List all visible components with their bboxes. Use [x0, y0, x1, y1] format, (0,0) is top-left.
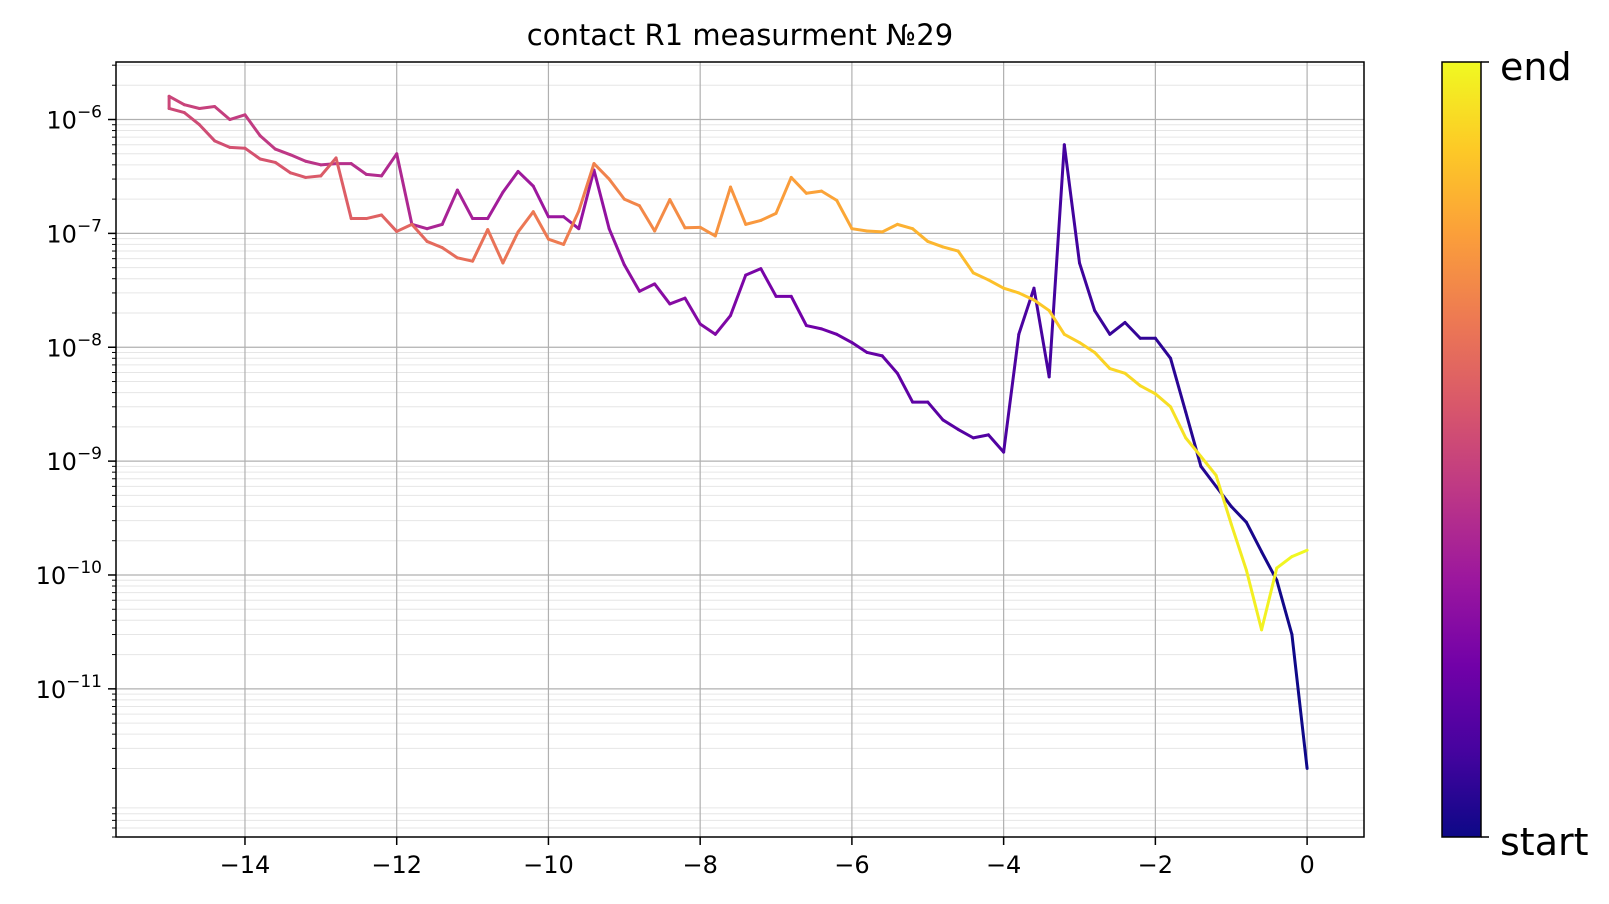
series-segment: [867, 231, 882, 232]
x-tick-label: −8: [682, 851, 717, 879]
x-tick-label: −10: [523, 851, 574, 879]
series-segment: [199, 107, 214, 109]
colorbar-gradient: [1442, 62, 1481, 837]
series-segment: [806, 191, 821, 193]
colorbar-start-label: start: [1500, 820, 1589, 864]
colorbar-end-label: end: [1500, 45, 1572, 89]
x-tick-label: 0: [1299, 851, 1314, 879]
series-segment: [366, 174, 381, 176]
x-tick-label: −14: [220, 851, 271, 879]
x-tick-label: −6: [834, 851, 869, 879]
chart-title: contact R1 measurment №29: [527, 18, 953, 52]
x-tick-label: −4: [986, 851, 1021, 879]
series-segment: [230, 147, 245, 148]
x-tick-label: −2: [1138, 851, 1173, 879]
series-segment: [306, 176, 321, 178]
x-tick-label: −12: [371, 851, 422, 879]
